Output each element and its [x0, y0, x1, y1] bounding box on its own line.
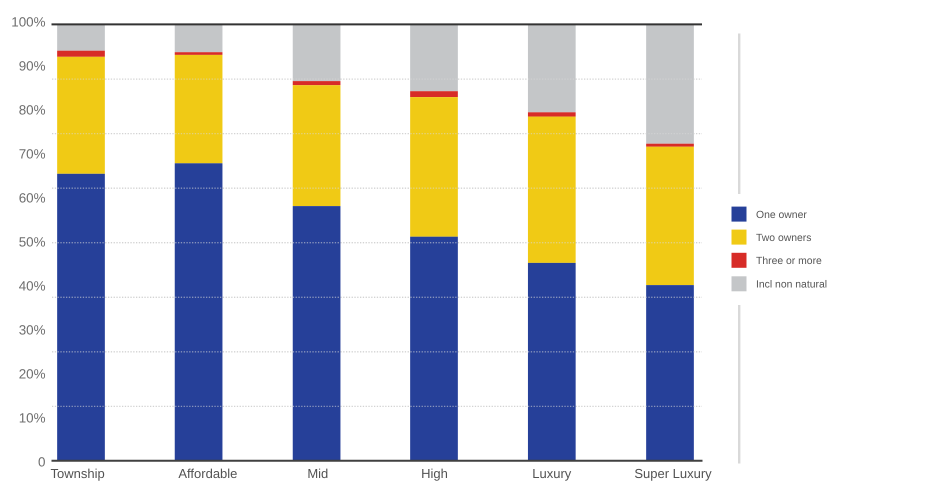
svg-text:10%: 10% — [19, 411, 46, 426]
svg-text:High: High — [421, 466, 448, 481]
svg-text:One owner: One owner — [756, 210, 807, 221]
svg-text:Three or more: Three or more — [756, 256, 822, 267]
svg-text:Incl non natural: Incl non natural — [756, 280, 827, 291]
svg-text:30%: 30% — [19, 323, 46, 338]
svg-text:0: 0 — [38, 455, 45, 470]
svg-text:50%: 50% — [19, 235, 46, 250]
svg-text:20%: 20% — [19, 367, 46, 382]
svg-text:90%: 90% — [19, 59, 46, 74]
svg-text:40%: 40% — [19, 279, 46, 294]
svg-text:70%: 70% — [19, 147, 46, 162]
svg-text:Super Luxury: Super Luxury — [634, 466, 712, 481]
svg-text:Affordable: Affordable — [178, 466, 237, 481]
svg-text:Township: Township — [50, 466, 104, 481]
svg-text:Luxury: Luxury — [532, 466, 572, 481]
svg-text:Two owners: Two owners — [756, 233, 811, 244]
svg-text:60%: 60% — [19, 191, 46, 206]
svg-text:100%: 100% — [11, 15, 45, 30]
svg-text:80%: 80% — [19, 103, 46, 118]
svg-text:Mid: Mid — [307, 466, 328, 481]
